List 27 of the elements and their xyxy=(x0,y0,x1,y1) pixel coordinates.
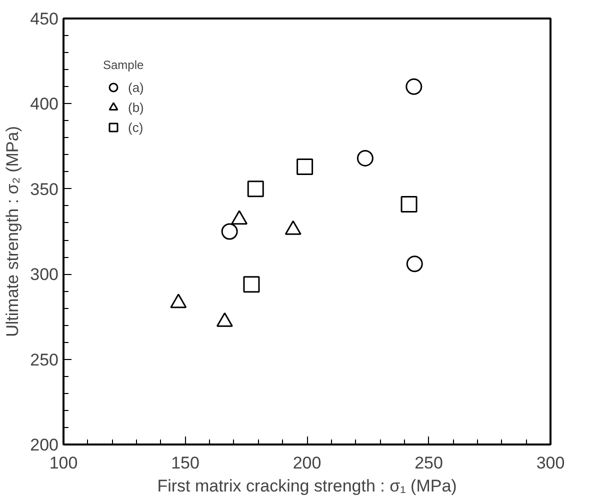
x-tick-label: 250 xyxy=(414,454,443,472)
x-tick-label: 300 xyxy=(536,454,565,472)
legend-label: (b) xyxy=(128,100,145,114)
y-tick-label: 350 xyxy=(30,180,59,199)
point xyxy=(406,78,422,95)
y-tick-label: 300 xyxy=(30,265,59,284)
point xyxy=(247,180,264,198)
x-tick-label: 100 xyxy=(49,454,78,472)
point xyxy=(221,223,238,240)
point xyxy=(243,276,260,293)
y-tick-label: 450 xyxy=(30,10,59,28)
legend-label: (c) xyxy=(128,120,144,134)
y-axis-title: Ultimate strength : σ₂ (MPa) xyxy=(3,126,22,337)
point xyxy=(400,196,418,212)
x-tick-label: 200 xyxy=(292,454,322,472)
point xyxy=(296,158,314,175)
y-tick-label: 200 xyxy=(30,436,59,454)
y-tick-label: 400 xyxy=(30,94,59,114)
x-axis-title: First matrix cracking strength : σ₁ (MPa) xyxy=(157,476,457,496)
point xyxy=(216,312,233,327)
legend-label: (a) xyxy=(128,80,145,94)
point xyxy=(356,150,374,166)
legend-title: Sample xyxy=(103,58,145,72)
point xyxy=(406,256,423,272)
point xyxy=(170,294,187,308)
x-tick-label: 150 xyxy=(171,454,200,472)
y-tick-label: 250 xyxy=(30,350,59,370)
